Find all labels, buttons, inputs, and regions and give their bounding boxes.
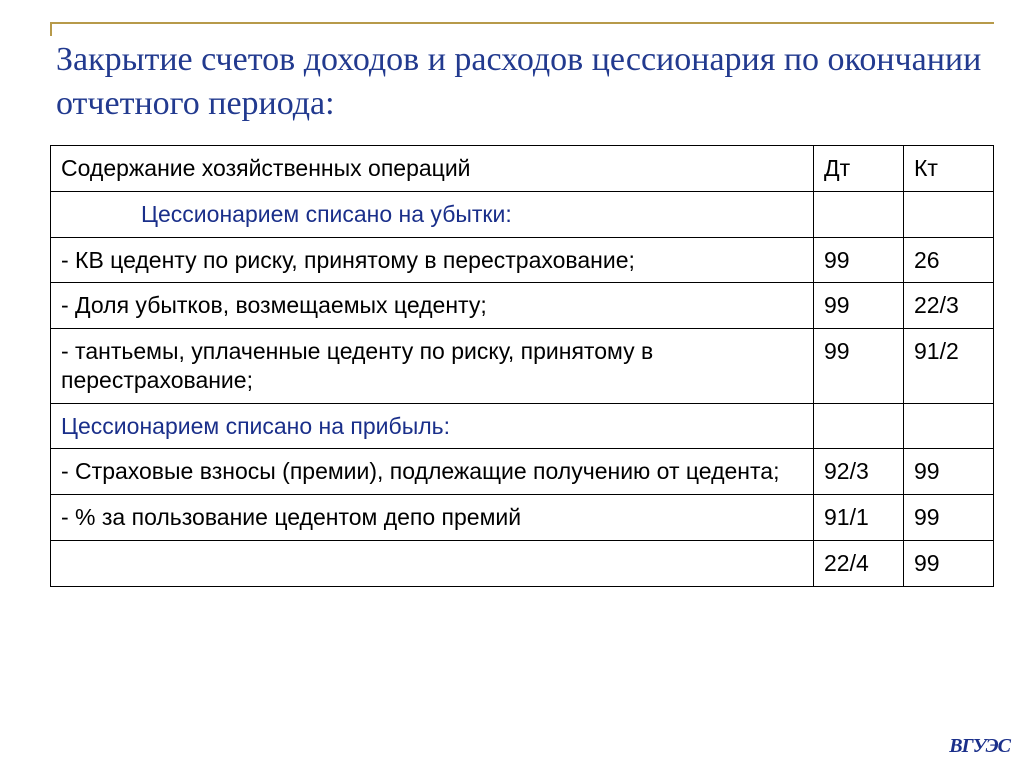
cell-desc: - Страховые взносы (премии), подлежащие … [51,449,814,495]
cell-desc: - % за пользование цедентом депо премий [51,495,814,541]
cell-desc: - КВ цеденту по риску, принятому в перес… [51,237,814,283]
table-row: Цессионарием списано на убытки: [51,191,994,237]
section-label: Цессионарием списано на прибыль: [51,403,814,449]
slide-title: Закрытие счетов доходов и расходов цесси… [50,38,994,125]
table-row: - Доля убытков, возмещаемых цеденту; 99 … [51,283,994,329]
cell-kt: 26 [904,237,994,283]
cell-kt [904,403,994,449]
cell-kt: 99 [904,449,994,495]
cell-kt: 99 [904,495,994,541]
table-row: - Страховые взносы (премии), подлежащие … [51,449,994,495]
cell-dt: 99 [814,329,904,404]
col-header-kt: Кт [904,146,994,192]
cell-dt: 22/4 [814,540,904,586]
cell-dt: 99 [814,237,904,283]
cell-dt: 99 [814,283,904,329]
cell-desc: - Доля убытков, возмещаемых цеденту; [51,283,814,329]
cell-dt: 91/1 [814,495,904,541]
decorative-rule [50,22,994,36]
table-row: Цессионарием списано на прибыль: [51,403,994,449]
university-logo: ВГУЭС [949,735,1010,758]
table-header-row: Содержание хозяйственных операций Дт Кт [51,146,994,192]
cell-desc: - тантьемы, уплаченные цеденту по риску,… [51,329,814,404]
cell-dt [814,191,904,237]
accounts-table: Содержание хозяйственных операций Дт Кт … [50,145,994,587]
cell-kt: 99 [904,540,994,586]
cell-kt [904,191,994,237]
col-header-dt: Дт [814,146,904,192]
cell-kt: 22/3 [904,283,994,329]
cell-desc [51,540,814,586]
table-row: - % за пользование цедентом депо премий … [51,495,994,541]
table-row: - КВ цеденту по риску, принятому в перес… [51,237,994,283]
section-label: Цессионарием списано на убытки: [51,191,814,237]
cell-kt: 91/2 [904,329,994,404]
slide-frame: Закрытие счетов доходов и расходов цесси… [50,22,994,728]
cell-dt [814,403,904,449]
table-row: 22/4 99 [51,540,994,586]
cell-dt: 92/3 [814,449,904,495]
table-body: Цессионарием списано на убытки: - КВ цед… [51,191,994,586]
table-row: - тантьемы, уплаченные цеденту по риску,… [51,329,994,404]
col-header-desc: Содержание хозяйственных операций [51,146,814,192]
